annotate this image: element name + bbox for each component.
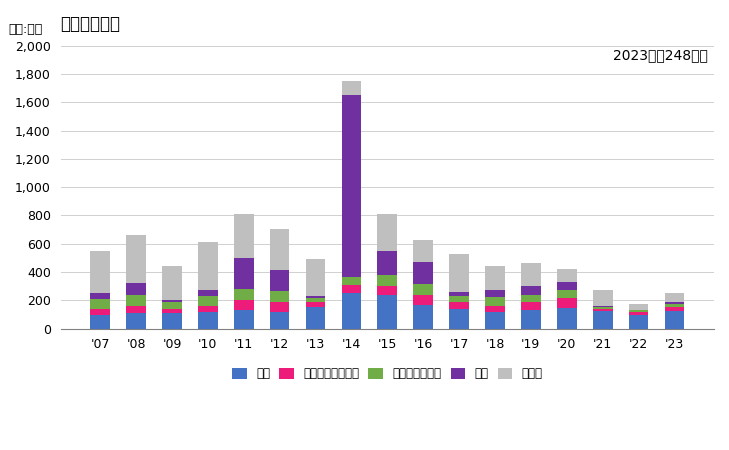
Bar: [90, 299, 110, 309]
Bar: [557, 269, 577, 282]
Bar: [521, 263, 541, 286]
Bar: [90, 293, 110, 299]
Bar: [628, 315, 648, 328]
Bar: [557, 308, 577, 328]
Bar: [593, 311, 612, 328]
Bar: [449, 254, 469, 292]
Bar: [378, 251, 397, 275]
Bar: [270, 270, 289, 291]
Bar: [628, 312, 648, 315]
Bar: [305, 302, 325, 307]
Bar: [593, 290, 612, 306]
Bar: [342, 277, 362, 285]
Bar: [305, 259, 325, 296]
Bar: [485, 306, 505, 312]
Bar: [378, 295, 397, 328]
Bar: [378, 275, 397, 285]
Bar: [234, 300, 254, 310]
Bar: [234, 258, 254, 289]
Bar: [449, 296, 469, 302]
Bar: [305, 298, 325, 302]
Bar: [342, 285, 362, 293]
Bar: [198, 312, 218, 328]
Bar: [234, 214, 254, 258]
Bar: [162, 309, 182, 313]
Bar: [234, 310, 254, 328]
Bar: [521, 286, 541, 295]
Bar: [234, 289, 254, 300]
Bar: [593, 307, 612, 309]
Bar: [90, 309, 110, 315]
Bar: [378, 214, 397, 251]
Bar: [270, 302, 289, 312]
Bar: [126, 313, 146, 328]
Bar: [557, 282, 577, 290]
Bar: [449, 309, 469, 328]
Text: 輸出量の推移: 輸出量の推移: [61, 15, 120, 33]
Text: 単位:トン: 単位:トン: [8, 23, 42, 36]
Bar: [521, 302, 541, 310]
Bar: [126, 295, 146, 306]
Bar: [162, 300, 182, 302]
Bar: [485, 266, 505, 290]
Legend: 台湾, アラブ首長国連邦, サウジアラビア, 中国, その他: 台湾, アラブ首長国連邦, サウジアラビア, 中国, その他: [227, 363, 547, 385]
Bar: [413, 305, 433, 328]
Bar: [485, 297, 505, 306]
Bar: [521, 295, 541, 302]
Bar: [305, 307, 325, 328]
Bar: [90, 251, 110, 293]
Bar: [342, 81, 362, 95]
Bar: [521, 310, 541, 328]
Bar: [270, 312, 289, 328]
Bar: [557, 297, 577, 308]
Bar: [593, 306, 612, 307]
Bar: [126, 306, 146, 313]
Bar: [628, 310, 648, 312]
Bar: [665, 307, 685, 311]
Bar: [126, 284, 146, 295]
Bar: [342, 292, 362, 328]
Bar: [378, 285, 397, 295]
Bar: [628, 304, 648, 310]
Bar: [305, 296, 325, 298]
Bar: [665, 292, 685, 302]
Bar: [449, 302, 469, 309]
Bar: [162, 313, 182, 328]
Bar: [270, 291, 289, 302]
Bar: [162, 302, 182, 309]
Bar: [198, 296, 218, 306]
Bar: [413, 262, 433, 284]
Bar: [485, 312, 505, 328]
Bar: [126, 235, 146, 284]
Bar: [413, 284, 433, 295]
Bar: [557, 290, 577, 297]
Bar: [665, 304, 685, 307]
Bar: [593, 309, 612, 311]
Bar: [90, 315, 110, 328]
Bar: [270, 229, 289, 270]
Bar: [665, 302, 685, 304]
Bar: [413, 295, 433, 305]
Bar: [449, 292, 469, 296]
Bar: [198, 306, 218, 312]
Bar: [665, 311, 685, 328]
Bar: [342, 95, 362, 277]
Bar: [198, 243, 218, 290]
Bar: [162, 266, 182, 300]
Bar: [413, 240, 433, 262]
Bar: [485, 290, 505, 297]
Text: 2023年：248トン: 2023年：248トン: [612, 49, 707, 63]
Bar: [198, 290, 218, 296]
